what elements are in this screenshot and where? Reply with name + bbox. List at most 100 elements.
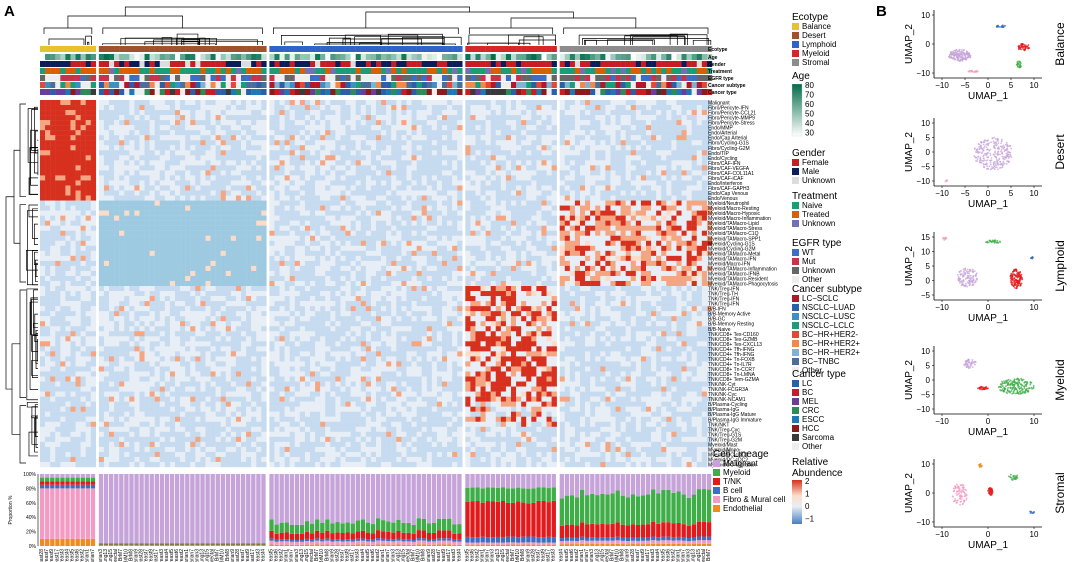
heatmap-cell [391, 155, 397, 161]
heatmap-cell [241, 220, 247, 226]
heatmap-cell [345, 145, 351, 151]
heatmap-cell [180, 150, 186, 156]
heatmap-cell [585, 135, 591, 141]
heatmap-cell [651, 185, 657, 191]
annot-age-cell [442, 54, 448, 60]
heatmap-cell [119, 210, 125, 216]
annot-cancertype-cell [436, 89, 443, 95]
annot-ecotype-cell [396, 46, 402, 52]
dendrogram-branch [67, 15, 183, 22]
heatmap-cell [195, 175, 201, 181]
heatmap-cell [320, 175, 326, 181]
heatmap-cell [205, 160, 211, 166]
heatmap-cell [615, 155, 621, 161]
heatmap-cell [640, 195, 647, 201]
heatmap-cell [615, 190, 621, 196]
heatmap-cell [149, 240, 155, 246]
heatmap-cell [190, 120, 196, 126]
heatmap-cell [175, 115, 181, 121]
annot-gender-cell [235, 61, 242, 67]
annot-ecotype-cell [490, 46, 496, 52]
heatmap-cell [279, 120, 285, 126]
heatmap-cell [676, 210, 682, 216]
heatmap-cell [200, 190, 206, 196]
heatmap-cell [159, 100, 166, 106]
heatmap-cell [261, 115, 267, 121]
heatmap-cell [70, 110, 76, 116]
heatmap-cell [681, 105, 687, 111]
heatmap-cell [564, 105, 571, 111]
heatmap-cell [284, 115, 290, 121]
heatmap-cell [580, 170, 586, 176]
annot-cancertype-cell [149, 89, 155, 95]
heatmap-cell [585, 140, 591, 146]
annot-subtype-cell [551, 82, 557, 88]
heatmap-cell [620, 215, 626, 221]
heatmap-cell [490, 120, 496, 126]
heatmap-cell [516, 145, 522, 151]
annot-subtype-cell [220, 82, 226, 88]
heatmap-cell [310, 170, 316, 176]
heatmap-cell [442, 180, 448, 186]
annot-gender-cell [70, 61, 76, 67]
heatmap-cell [190, 245, 196, 252]
heatmap-cell [590, 230, 596, 236]
annot-ecotype-cell [381, 46, 387, 52]
heatmap-cell [50, 125, 56, 131]
heatmap-cell [75, 230, 81, 236]
annot-cancertype-cell [350, 89, 356, 95]
heatmap-cell [225, 140, 232, 146]
heatmap-cell [696, 155, 703, 161]
heatmap-cell [289, 205, 295, 211]
heatmap-cell [235, 125, 242, 131]
heatmap-cell [144, 250, 150, 257]
heatmap-cell [661, 125, 667, 131]
heatmap-cell [511, 235, 517, 241]
heatmap-cell [350, 235, 356, 241]
heatmap-cell [495, 145, 502, 151]
heatmap-cell [505, 100, 512, 106]
annot-gender-cell [526, 61, 532, 67]
heatmap-cell [149, 250, 155, 257]
heatmap-cell [546, 215, 552, 221]
annot-ecotype-cell [65, 46, 71, 52]
annot-egfr-cell [235, 75, 242, 81]
heatmap-cell [139, 130, 145, 136]
heatmap-cell [590, 130, 596, 136]
annot-cancertype-cell [640, 89, 647, 95]
heatmap-cell [391, 245, 397, 252]
heatmap-cell [220, 155, 226, 161]
heatmap-cell [210, 160, 216, 166]
heatmap-cell [490, 180, 496, 186]
heatmap-cell [261, 215, 267, 221]
heatmap-cell [536, 245, 542, 252]
heatmap-cell [55, 115, 61, 121]
heatmap-cell [500, 205, 507, 211]
heatmap-cell [452, 190, 458, 196]
heatmap-cell [691, 135, 697, 141]
heatmap-cell [521, 225, 527, 231]
heatmap-cell [671, 225, 677, 231]
heatmap-cell [98, 240, 105, 246]
heatmap-cell [500, 160, 507, 166]
heatmap-cell [274, 110, 280, 116]
heatmap-cell [246, 200, 252, 206]
heatmap-cell [452, 105, 458, 111]
heatmap-cell [666, 155, 672, 161]
dendrogram-branch [85, 35, 92, 45]
heatmap-cell [605, 155, 611, 161]
heatmap-cell [40, 185, 46, 191]
heatmap-cell [109, 160, 115, 166]
heatmap-cell [661, 215, 667, 221]
heatmap-cell [546, 140, 552, 146]
annot-gender-cell [284, 61, 290, 67]
heatmap-cell [376, 215, 382, 221]
heatmap-cell [635, 175, 642, 181]
heatmap-cell [485, 120, 491, 126]
heatmap-cell [531, 150, 537, 156]
heatmap-cell [671, 165, 677, 171]
annot-subtype-cell [475, 82, 481, 88]
heatmap-cell [90, 195, 97, 201]
heatmap-cell [559, 200, 565, 206]
heatmap-cell [325, 175, 331, 181]
